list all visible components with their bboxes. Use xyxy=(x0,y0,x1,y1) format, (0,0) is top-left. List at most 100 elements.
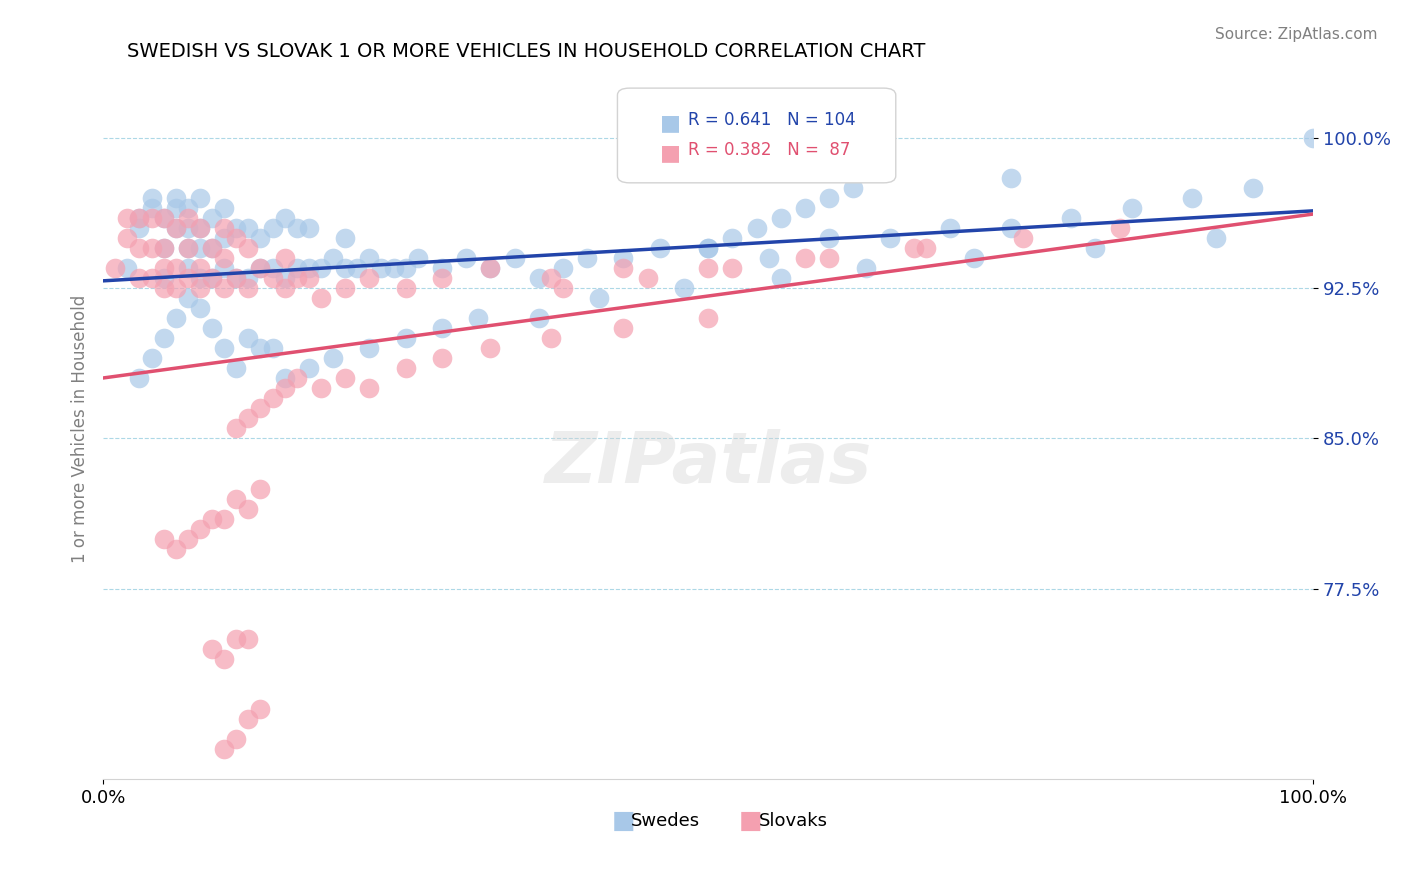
Point xyxy=(128,221,150,235)
Point xyxy=(395,361,418,376)
Point xyxy=(249,341,271,355)
Point xyxy=(322,251,344,265)
Point xyxy=(249,260,271,275)
Point xyxy=(165,541,187,556)
Point xyxy=(758,251,780,265)
Text: Slovaks: Slovaks xyxy=(758,813,827,830)
Point xyxy=(225,421,247,435)
Point xyxy=(188,301,211,315)
Point xyxy=(370,260,392,275)
Point xyxy=(177,201,200,215)
Point xyxy=(298,221,321,235)
Point xyxy=(177,221,200,235)
Point xyxy=(818,191,841,205)
Point xyxy=(201,511,224,525)
Point xyxy=(467,311,489,326)
Point xyxy=(769,211,792,225)
Point xyxy=(201,321,224,335)
Point xyxy=(238,501,260,516)
Point xyxy=(333,371,356,385)
Point xyxy=(117,260,139,275)
Text: Source: ZipAtlas.com: Source: ZipAtlas.com xyxy=(1215,27,1378,42)
Point xyxy=(152,281,174,295)
Point xyxy=(1084,241,1107,255)
Point xyxy=(939,221,962,235)
Point xyxy=(333,231,356,245)
Point xyxy=(637,271,659,285)
Point xyxy=(333,260,356,275)
Point xyxy=(1121,201,1143,215)
Point xyxy=(165,221,187,235)
Point xyxy=(212,341,235,355)
Point xyxy=(212,221,235,235)
Point xyxy=(346,260,368,275)
Point xyxy=(152,211,174,225)
Point xyxy=(382,260,405,275)
Point xyxy=(903,241,925,255)
Point xyxy=(177,260,200,275)
Point xyxy=(612,321,634,335)
Point xyxy=(430,321,453,335)
Text: R = 0.382   N =  87: R = 0.382 N = 87 xyxy=(688,141,851,159)
Point xyxy=(551,260,574,275)
Point xyxy=(285,221,308,235)
Text: SWEDISH VS SLOVAK 1 OR MORE VEHICLES IN HOUSEHOLD CORRELATION CHART: SWEDISH VS SLOVAK 1 OR MORE VEHICLES IN … xyxy=(128,42,925,61)
Point xyxy=(249,401,271,416)
Point xyxy=(238,331,260,345)
Point xyxy=(117,231,139,245)
Point xyxy=(165,221,187,235)
Point xyxy=(249,702,271,716)
Text: ZIPatlas: ZIPatlas xyxy=(544,429,872,498)
Point xyxy=(225,491,247,506)
Point xyxy=(262,271,284,285)
Point xyxy=(309,381,332,395)
Text: ■: ■ xyxy=(612,809,636,833)
Point xyxy=(177,271,200,285)
Point xyxy=(128,271,150,285)
Point xyxy=(225,632,247,646)
Point xyxy=(456,251,478,265)
Point xyxy=(745,221,768,235)
Point xyxy=(527,271,550,285)
Point xyxy=(612,260,634,275)
Point xyxy=(359,341,381,355)
Point xyxy=(165,201,187,215)
Point xyxy=(201,241,224,255)
Point xyxy=(262,392,284,406)
Point xyxy=(395,281,418,295)
Point xyxy=(298,271,321,285)
Point xyxy=(697,311,720,326)
Point xyxy=(165,260,187,275)
Point xyxy=(141,351,163,366)
Point xyxy=(1181,191,1204,205)
Point xyxy=(212,231,235,245)
Point xyxy=(225,732,247,747)
Point xyxy=(285,271,308,285)
Point xyxy=(177,241,200,255)
Point xyxy=(188,271,211,285)
Point xyxy=(273,271,295,285)
Point xyxy=(212,260,235,275)
Text: Swedes: Swedes xyxy=(631,813,700,830)
Point xyxy=(879,231,901,245)
Point xyxy=(165,191,187,205)
Point xyxy=(141,271,163,285)
Point xyxy=(249,482,271,496)
Point xyxy=(430,260,453,275)
Point xyxy=(359,271,381,285)
Point xyxy=(273,281,295,295)
Point xyxy=(152,241,174,255)
Point xyxy=(238,221,260,235)
Point xyxy=(128,371,150,385)
Point xyxy=(177,241,200,255)
Point xyxy=(697,241,720,255)
Point xyxy=(298,260,321,275)
FancyBboxPatch shape xyxy=(617,88,896,183)
Point xyxy=(212,652,235,666)
Point xyxy=(479,260,502,275)
Point xyxy=(238,632,260,646)
Text: R = 0.641   N = 104: R = 0.641 N = 104 xyxy=(688,111,855,128)
Point xyxy=(672,281,695,295)
Point xyxy=(188,221,211,235)
Point xyxy=(333,281,356,295)
